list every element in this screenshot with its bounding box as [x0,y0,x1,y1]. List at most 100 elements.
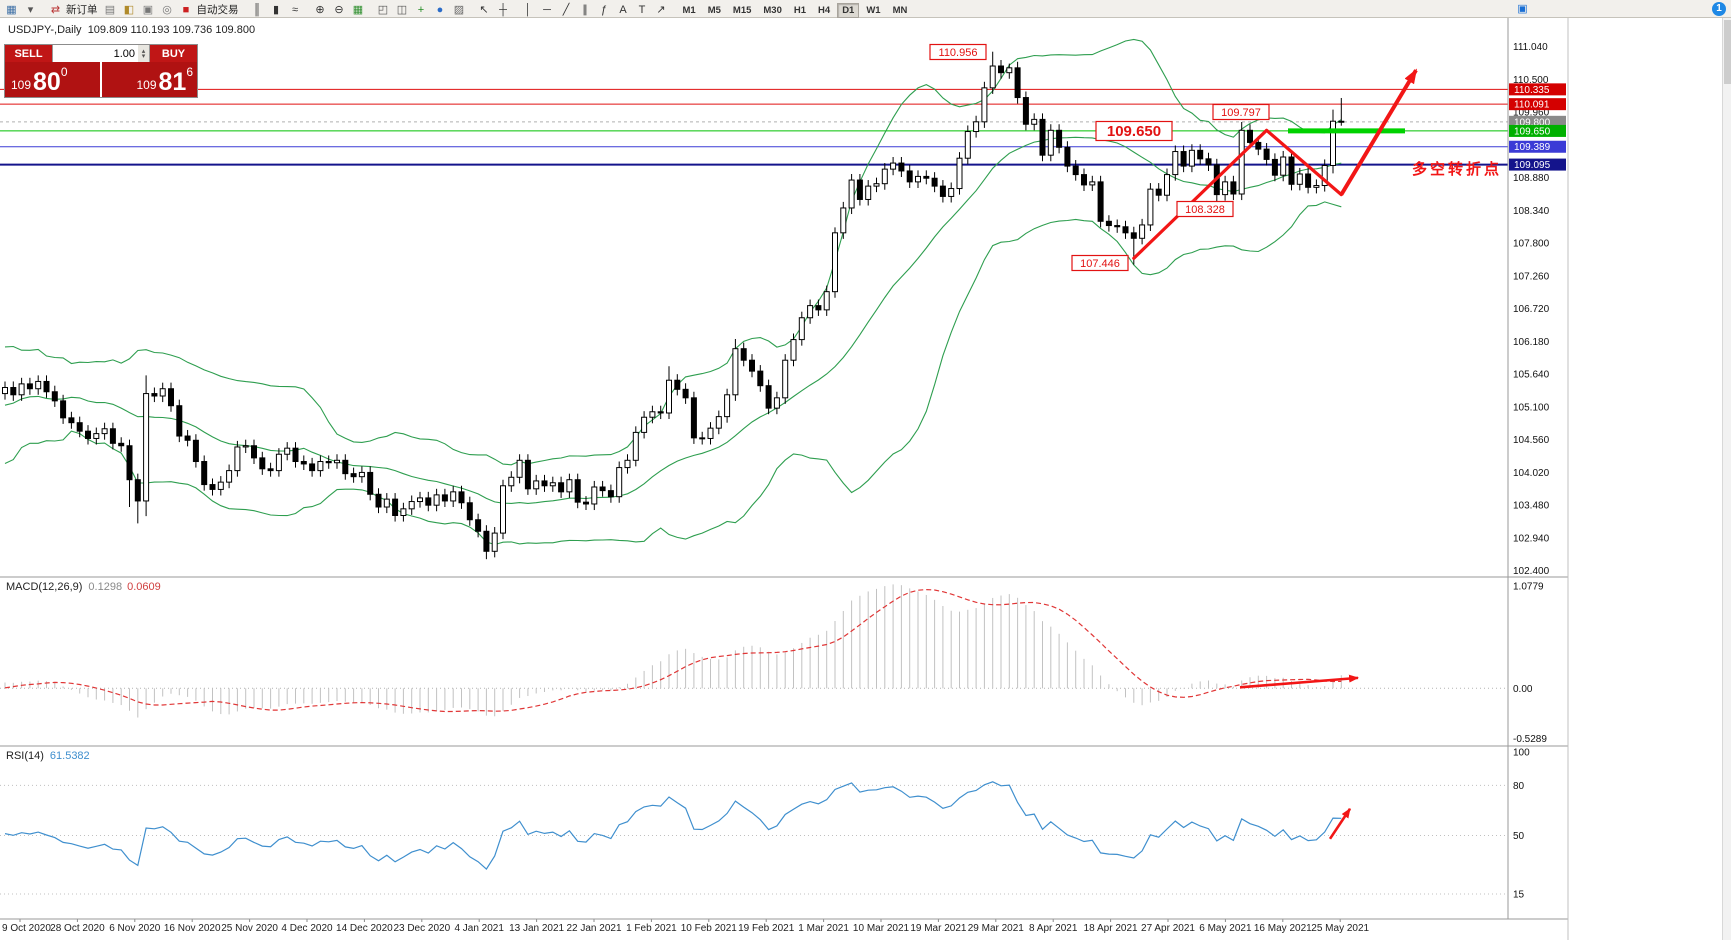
tile-windows-icon[interactable]: ▦ [352,3,364,16]
cn-annotation[interactable]: 多空转折点 [1412,161,1503,178]
scrollbar-thumb[interactable] [1724,20,1731,84]
candle-body [1338,120,1345,123]
macd-name-label: MACD(12,26,9) [6,581,83,593]
timeframe-mn[interactable]: MN [892,4,908,16]
candle-body [1188,149,1195,167]
ohlc-bars-icon[interactable]: ║ [253,3,261,16]
date-label: 6 Nov 2020 [109,923,161,934]
strategy-tester-icon[interactable]: ◎ [162,3,172,16]
chart-list-icon[interactable]: ▾ [27,3,34,16]
new-chart-icon[interactable]: ▦ [6,3,17,16]
volume-down-icon[interactable]: ▾ [141,52,146,60]
price-callout-label: 109.797 [1221,107,1261,119]
trendline-icon[interactable]: ╱ [562,3,570,16]
templates-icon[interactable]: ▨ [453,3,465,16]
candle-body [939,185,946,197]
date-label: 19 Feb 2021 [738,923,795,934]
timeframe-m5[interactable]: M5 [707,4,721,16]
candle-body [832,232,838,293]
date-label: 6 May 2021 [1199,923,1252,934]
price-callout-box[interactable] [1071,254,1129,272]
cursor-icon[interactable]: ↖ [479,3,489,16]
candle-body [1105,220,1112,227]
terminal-icon[interactable]: ▣ [142,3,154,16]
timeframe-m15[interactable]: M15 [732,4,752,16]
macd-header: MACD(12,26,9) 0.1298 0.0609 [6,581,161,593]
arrow-tool-icon[interactable]: ↗ [656,3,666,16]
candle-body [757,370,764,387]
candle-body [798,317,805,341]
buy-price-panel[interactable]: 109 81 6 [102,62,197,97]
candle-body [632,431,639,461]
macd-arrow[interactable] [1239,674,1359,689]
timeframe-w1[interactable]: W1 [866,4,881,16]
label-icon[interactable]: T [638,3,646,16]
candle-body [981,87,988,123]
macd-axis-label: 1.0779 [1513,582,1544,593]
bollinger-upper [4,38,1342,466]
macd-main-value: 0.1298 [88,581,123,593]
market-watch-icon[interactable]: ▤ [104,3,116,16]
price-callout-box[interactable] [1176,200,1234,218]
candle-body [1296,173,1303,185]
volume-value[interactable]: 1.00 [113,47,135,60]
volume-spinner[interactable]: ▴ ▾ [138,45,149,62]
zoom-out-icon[interactable]: ⊖ [334,3,344,16]
autotrading-icon[interactable]: ■ [182,3,190,16]
price-callout-box[interactable] [929,43,987,61]
macd-axis-label: -0.5289 [1513,734,1547,745]
candle-body [1313,185,1320,188]
vertical-line-icon[interactable]: │ [524,3,532,16]
vertical-scrollbar[interactable] [1722,18,1731,940]
date-label: 29 Mar 2021 [968,923,1025,934]
timeframe-m30[interactable]: M30 [763,4,782,16]
price-axis-label: 111.040 [1513,42,1548,53]
timeframe-h1[interactable]: H1 [793,4,807,16]
channel-icon[interactable]: ∥ [582,3,588,16]
navigator-icon[interactable]: ◧ [123,3,135,16]
rsi-axis-label: 50 [1513,831,1525,842]
crosshair-icon[interactable]: ┼ [499,3,507,16]
candle-body [201,461,208,486]
timeframe-d1[interactable]: D1 [837,2,860,18]
candlestick-icon[interactable]: ▮ [272,3,280,16]
candle-body [898,162,905,172]
rsi-arrow[interactable] [1328,807,1352,840]
candle-body [234,446,241,472]
periods-icon[interactable]: ● [436,3,444,16]
chart-ohlc-label: 109.809 110.193 109.736 109.800 [87,24,256,36]
sell-price-panel[interactable]: 109 80 0 [5,62,100,97]
line-chart-icon[interactable]: ≈ [291,3,299,16]
candle-body [10,387,17,396]
price-axis-label: 104.020 [1513,468,1550,479]
zoom-in-icon[interactable]: ⊕ [315,3,325,16]
new-order-icon[interactable]: ⇄ [50,3,61,16]
date-label: 25 Nov 2020 [221,923,278,934]
autotrading-button[interactable]: 自动交易 [196,3,239,16]
sell-button[interactable]: SELL [5,45,52,62]
projection-arrow[interactable] [1339,68,1418,196]
fibonacci-icon[interactable]: ƒ [600,3,608,16]
price-callout-box[interactable] [1212,103,1270,121]
horizontal-line-icon[interactable]: ─ [543,3,551,16]
buy-price-base: 109 [136,78,157,92]
candle-body [1288,156,1295,185]
tile-vertical-icon[interactable]: ◫ [396,3,408,16]
price-callout-box[interactable] [1095,120,1173,142]
cascade-windows-icon[interactable]: ◰ [377,3,389,16]
candle-body [1172,151,1179,176]
volume-field[interactable]: 1.00 ▴ ▾ [52,45,150,62]
price-axis-label: 102.940 [1513,533,1550,544]
text-icon[interactable]: A [619,3,627,16]
indicators-icon[interactable]: + [417,3,425,16]
candle-body [43,380,50,393]
buy-button[interactable]: BUY [150,45,197,62]
notification-badge[interactable]: 1 [1712,1,1726,16]
volume-up-icon[interactable]: ▴ [141,47,146,55]
chart-title: USDJPY-,Daily 109.809 110.193 109.736 10… [8,24,255,36]
new-order-button[interactable]: 新订单 [66,3,98,16]
timeframe-m1[interactable]: M1 [682,4,696,16]
timeframe-h4[interactable]: H4 [818,4,831,16]
community-icon[interactable]: ▣ [1517,2,1528,15]
